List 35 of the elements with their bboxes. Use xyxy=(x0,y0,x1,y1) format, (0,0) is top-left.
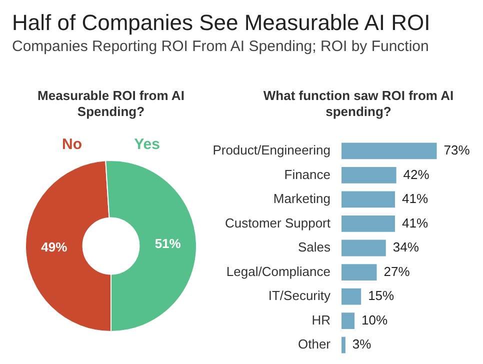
data-label: 41% xyxy=(402,215,428,230)
data-label: 41% xyxy=(402,191,428,206)
data-label: 15% xyxy=(368,288,395,304)
bar xyxy=(342,142,437,160)
data-label: 49% xyxy=(41,239,68,254)
slice-label: No xyxy=(62,136,82,155)
y-tick-label: Other xyxy=(298,336,332,352)
slice-label: Yes xyxy=(134,136,160,155)
bar xyxy=(342,312,355,329)
y-tick-label: Customer Support xyxy=(225,215,331,230)
y-tick-label: Sales xyxy=(298,240,331,255)
data-label: 27% xyxy=(384,264,410,279)
y-tick-label: Marketing xyxy=(273,191,330,206)
chart-title: Measurable ROI from AI Spending? xyxy=(36,88,186,121)
bar xyxy=(342,216,396,232)
chart-title: What function saw ROI from AI spending? xyxy=(262,88,455,121)
data-label: 34% xyxy=(392,240,420,255)
y-tick-label: IT/Security xyxy=(268,288,331,304)
y-tick-label: Finance xyxy=(284,166,330,182)
text: Companies Reporting ROI From AI Spending; ROI by Function xyxy=(12,38,429,55)
bar xyxy=(342,336,346,354)
data-label: 10% xyxy=(362,312,388,328)
data-label: 51% xyxy=(154,236,182,251)
y-tick-label: Product/Engineering xyxy=(212,142,330,158)
bar xyxy=(342,264,377,280)
text: Half of Companies See Measurable AI ROI xyxy=(12,10,430,36)
data-label: 3% xyxy=(352,336,372,352)
bar xyxy=(342,167,396,184)
data-label: 42% xyxy=(403,166,430,182)
data-label: 73% xyxy=(444,142,470,158)
y-tick-label: Legal/Compliance xyxy=(226,264,330,279)
bar xyxy=(342,191,396,208)
bar xyxy=(342,240,386,256)
bar xyxy=(342,288,362,305)
y-tick-label: HR xyxy=(312,312,330,328)
